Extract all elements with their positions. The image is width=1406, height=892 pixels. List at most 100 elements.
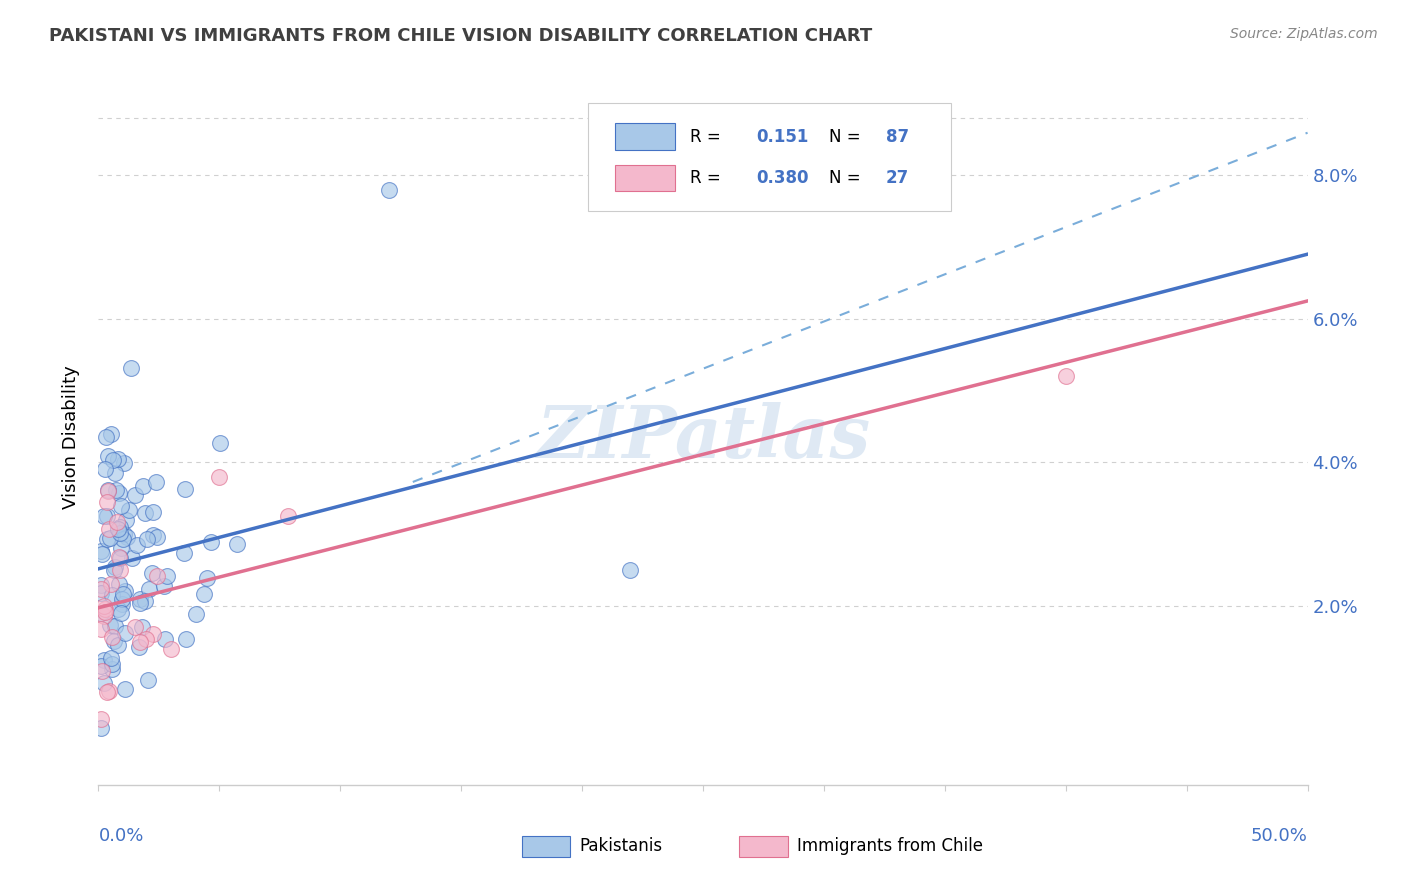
Point xyxy=(225,536,247,550)
Point xyxy=(117,531,139,545)
Point xyxy=(90,543,112,558)
Point xyxy=(142,528,165,542)
Point xyxy=(118,502,141,516)
Point xyxy=(104,483,127,497)
Point xyxy=(90,665,112,679)
Text: R =: R = xyxy=(690,169,725,187)
Point xyxy=(98,618,121,632)
Point xyxy=(97,483,120,498)
Point xyxy=(173,545,195,559)
FancyBboxPatch shape xyxy=(522,836,569,856)
Point xyxy=(208,469,231,483)
Point xyxy=(93,676,115,690)
Point xyxy=(90,582,112,596)
Text: 87: 87 xyxy=(886,128,908,145)
Point xyxy=(101,453,124,467)
FancyBboxPatch shape xyxy=(614,165,675,192)
Point xyxy=(107,602,129,616)
Point xyxy=(101,662,124,676)
Point xyxy=(101,630,124,644)
Point xyxy=(96,532,118,546)
Point xyxy=(93,599,115,613)
Point xyxy=(107,576,129,591)
Point xyxy=(377,183,399,197)
Point xyxy=(96,684,118,698)
Point xyxy=(94,462,117,476)
Point xyxy=(145,568,167,582)
Point xyxy=(115,513,138,527)
Point xyxy=(141,566,163,580)
Point xyxy=(195,571,218,585)
Point xyxy=(131,620,153,634)
Point xyxy=(94,605,117,619)
Point xyxy=(110,520,132,534)
Point xyxy=(121,551,143,566)
Point xyxy=(96,495,118,509)
Text: 0.380: 0.380 xyxy=(756,169,808,187)
Point xyxy=(97,483,120,498)
Point xyxy=(128,635,150,649)
Point xyxy=(93,509,115,524)
Point xyxy=(153,579,176,593)
Point xyxy=(90,713,112,727)
Point xyxy=(128,591,150,606)
Point xyxy=(90,586,112,600)
Point xyxy=(94,602,117,616)
Point xyxy=(174,632,197,646)
Point xyxy=(124,488,146,502)
Point xyxy=(174,483,197,497)
Point xyxy=(94,430,117,444)
Point xyxy=(114,583,136,598)
Text: R =: R = xyxy=(690,128,725,145)
Point xyxy=(110,525,132,540)
Point xyxy=(136,532,159,546)
Point xyxy=(112,526,135,541)
Point xyxy=(136,673,159,687)
Text: 50.0%: 50.0% xyxy=(1251,827,1308,845)
Point xyxy=(100,576,122,591)
Point xyxy=(129,596,152,610)
Point xyxy=(93,609,115,624)
Point xyxy=(101,657,124,672)
Text: 0.0%: 0.0% xyxy=(98,827,143,845)
Point xyxy=(127,538,149,552)
Point xyxy=(98,531,121,545)
Point xyxy=(124,620,146,634)
Point xyxy=(184,607,207,622)
Point xyxy=(90,606,112,620)
Point xyxy=(107,638,129,652)
Point xyxy=(108,550,131,565)
Point xyxy=(110,591,132,606)
Point xyxy=(110,563,132,577)
Point xyxy=(111,587,134,601)
Point xyxy=(160,642,183,657)
Point xyxy=(110,499,132,513)
Point xyxy=(90,548,112,562)
Point xyxy=(114,682,136,697)
Point xyxy=(90,721,112,735)
Point xyxy=(134,594,156,608)
Point xyxy=(110,606,132,620)
Text: Immigrants from Chile: Immigrants from Chile xyxy=(797,838,983,855)
Point xyxy=(108,486,131,500)
FancyBboxPatch shape xyxy=(588,103,950,211)
Point xyxy=(132,479,155,493)
Point xyxy=(98,522,121,536)
Point xyxy=(90,622,112,636)
Y-axis label: Vision Disability: Vision Disability xyxy=(62,365,80,509)
Point xyxy=(108,551,131,566)
Point xyxy=(97,449,120,463)
Point xyxy=(105,515,128,529)
Point xyxy=(156,568,179,582)
Point xyxy=(134,507,156,521)
Point xyxy=(104,560,127,574)
Point xyxy=(104,619,127,633)
Text: Source: ZipAtlas.com: Source: ZipAtlas.com xyxy=(1230,27,1378,41)
Text: N =: N = xyxy=(828,169,860,187)
Point xyxy=(100,651,122,665)
Point xyxy=(103,633,125,648)
Text: 27: 27 xyxy=(886,169,908,187)
Point xyxy=(100,427,122,442)
Point xyxy=(1054,369,1077,384)
FancyBboxPatch shape xyxy=(614,123,675,150)
